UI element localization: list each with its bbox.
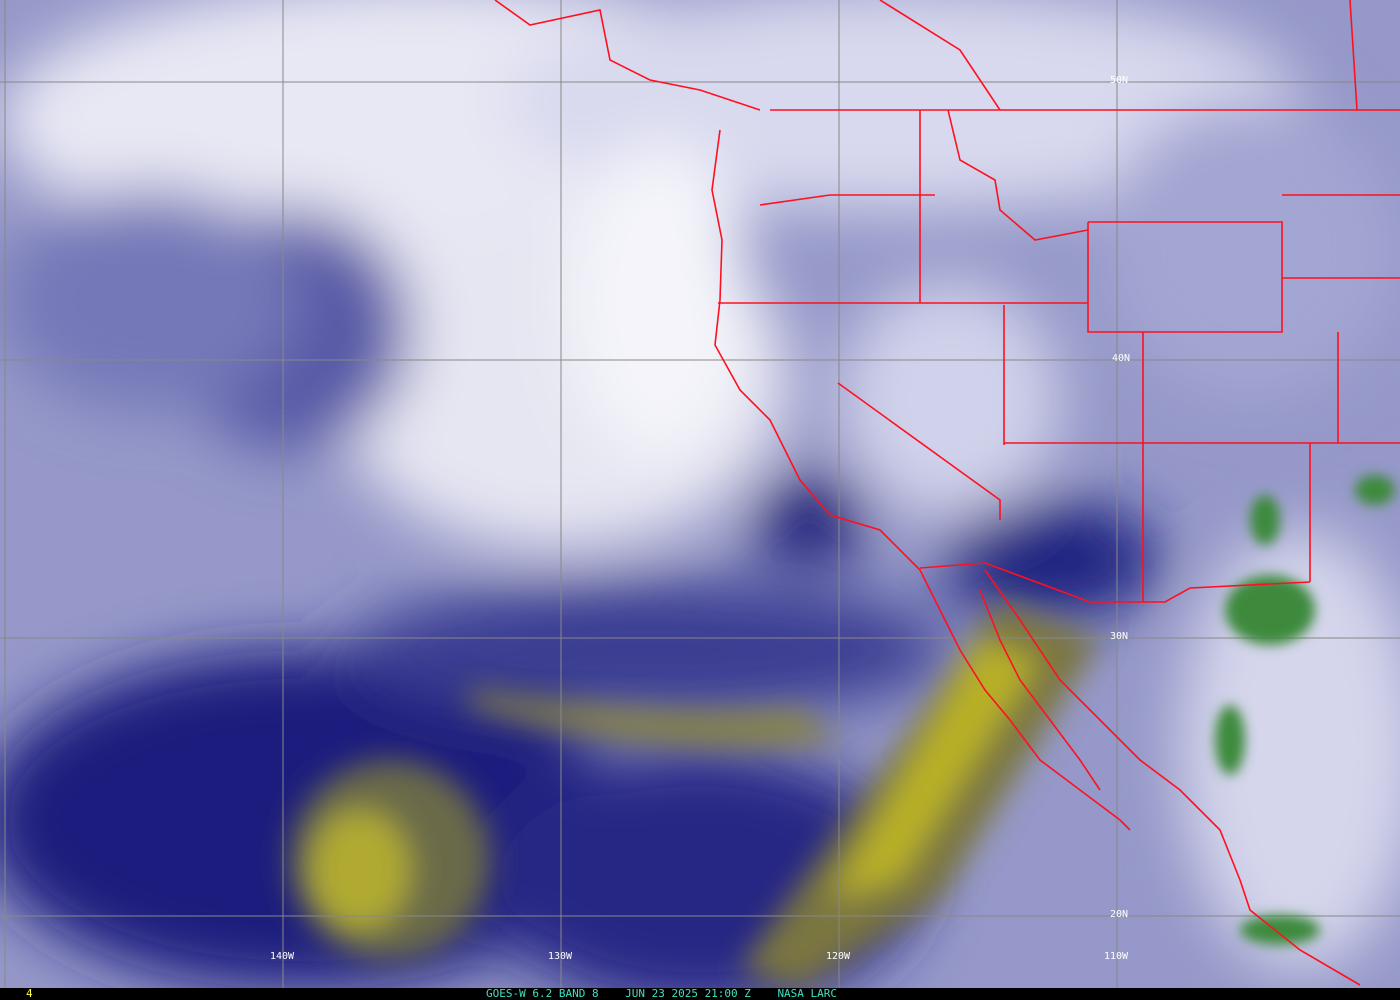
border-mexico <box>919 562 1311 603</box>
lon-label-110w: 110W <box>1104 951 1129 962</box>
lat-label-50n: 50N <box>1110 75 1129 86</box>
lat-label-20n: 20N <box>1110 909 1129 920</box>
border-ab-sk <box>1349 0 1358 111</box>
border-canada-bc <box>494 0 761 111</box>
lon-label-120w: 120W <box>826 951 851 962</box>
lat-label-40n: 40N <box>1112 353 1131 364</box>
product-label: GOES-W 6.2 BAND 8 <box>486 987 599 1000</box>
coastline-pacific <box>711 129 1131 831</box>
coastline-mexico <box>984 569 1361 986</box>
border-idaho-mt <box>947 109 1089 241</box>
caption-bar: 4 GOES-W 6.2 BAND 8 JUN 23 2025 21:00 Z … <box>0 988 1400 1000</box>
border-wa-or <box>759 194 935 206</box>
lat-label-30n: 30N <box>1110 631 1129 642</box>
coastline-gulf <box>979 589 1101 791</box>
frame-number: 4 <box>26 987 33 1000</box>
caption-text: GOES-W 6.2 BAND 8 JUN 23 2025 21:00 Z NA… <box>486 988 837 1000</box>
source-label: NASA LARC <box>777 987 838 1000</box>
lon-label-140w: 140W <box>270 951 295 962</box>
border-utah <box>1087 221 1283 333</box>
border-ca-nv <box>837 382 1001 520</box>
border-bc-ab <box>879 0 1001 111</box>
lon-label-130w: 130W <box>548 951 573 962</box>
datetime-label: JUN 23 2025 21:00 Z <box>625 987 751 1000</box>
convective-clouds <box>1215 475 1395 945</box>
dry-air-bands <box>290 600 1100 988</box>
political-borders <box>494 0 1400 986</box>
